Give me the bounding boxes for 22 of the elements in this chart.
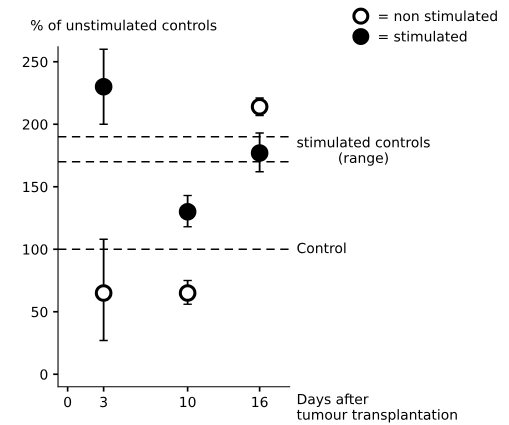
point (94, 284, 112, 302)
x-axis-title: Days after tumour transplantation (296, 394, 457, 423)
point (178, 284, 196, 302)
y-tick-label: 100 (23, 244, 48, 255)
x-tick-label: 16 (252, 396, 268, 408)
ref-line-label: Control (297, 242, 346, 254)
y-tick-label: 50 (32, 306, 48, 318)
x-tick-label: 0 (64, 396, 72, 408)
y-tick-label: 150 (23, 182, 48, 192)
point (250, 144, 268, 162)
ref-line-label: stimulated controls (range) (297, 136, 430, 166)
y-tick-label: 200 (22, 119, 48, 130)
legend-label: = stimulated (378, 30, 466, 42)
point (94, 78, 112, 96)
y-tick-label: 0 (40, 369, 48, 380)
legend-label: = non stimulated (378, 10, 497, 22)
x-tick-label: 3 (100, 396, 107, 408)
y-axis-title: % of unstimulated controls (31, 20, 216, 30)
point (250, 98, 268, 116)
x-tick-label: 10 (180, 396, 196, 408)
point (178, 202, 196, 221)
y-tick-label: 250 (22, 56, 48, 68)
